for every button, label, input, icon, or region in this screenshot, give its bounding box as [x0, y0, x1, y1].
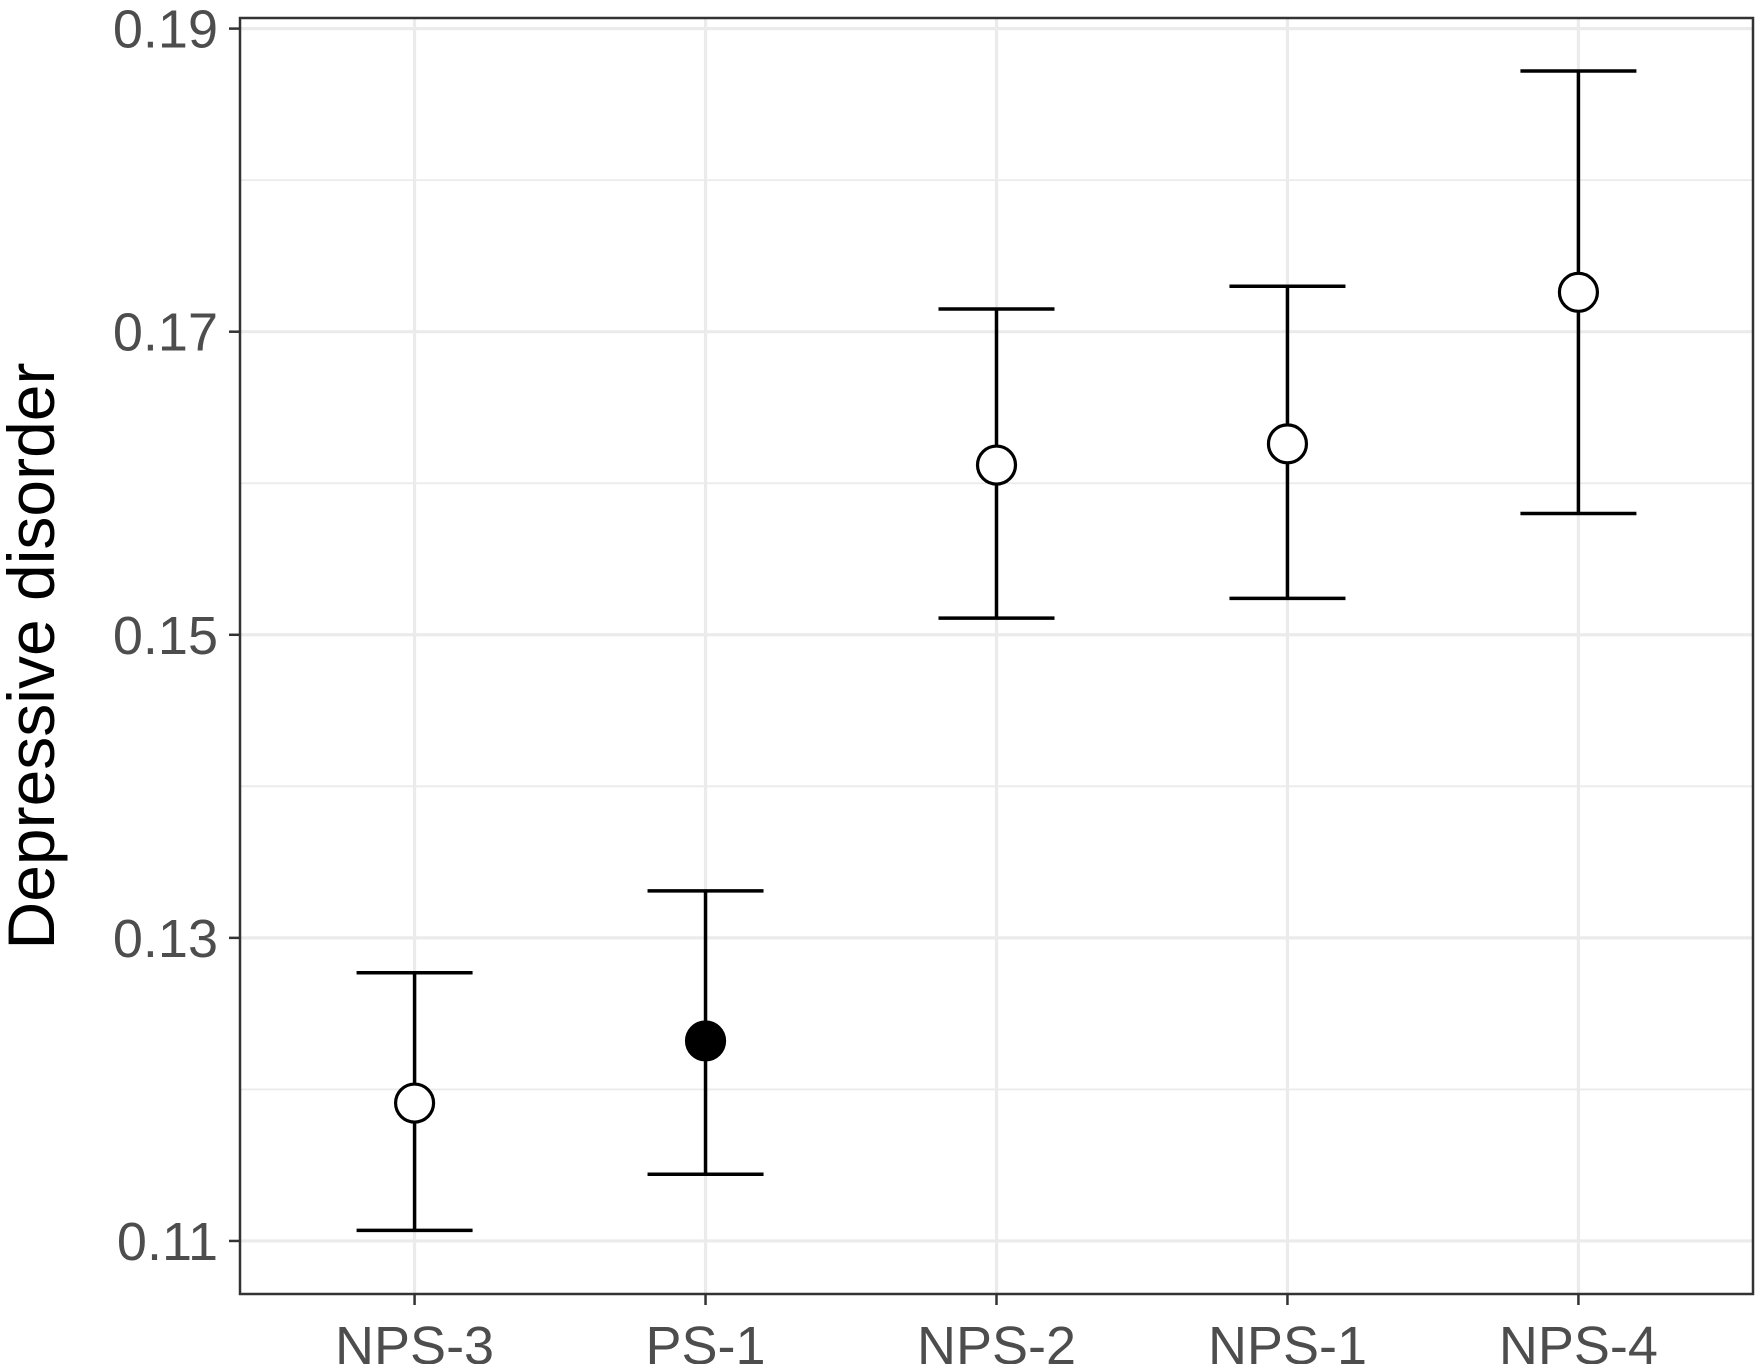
x-tick-label: PS-1 — [646, 1316, 766, 1364]
data-point — [684, 1020, 727, 1062]
x-tick-label: NPS-3 — [335, 1316, 494, 1364]
y-tick-label: 0.15 — [113, 606, 218, 666]
axis-ticks: 0.11 0.13 0.15 0.17 0.19 NPS-3 PS-1 NPS-2 NPS-1 N… — [113, 0, 1658, 1364]
y-axis-title: Depressive disorder — [0, 363, 68, 950]
y-tick-label: 0.17 — [113, 303, 218, 363]
data-point — [1266, 423, 1309, 465]
data-point — [975, 444, 1018, 486]
data-point — [1557, 271, 1600, 313]
x-tick-label: NPS-2 — [917, 1316, 1076, 1364]
data-point — [393, 1082, 436, 1124]
y-tick-label: 0.19 — [113, 0, 218, 60]
grid — [240, 18, 1753, 1294]
x-tick-label: NPS-1 — [1208, 1316, 1367, 1364]
data-marks — [356, 69, 1637, 1233]
y-tick-label: 0.11 — [117, 1212, 218, 1272]
y-tick-label: 0.13 — [113, 909, 218, 969]
x-tick-label: NPS-4 — [1499, 1316, 1658, 1364]
